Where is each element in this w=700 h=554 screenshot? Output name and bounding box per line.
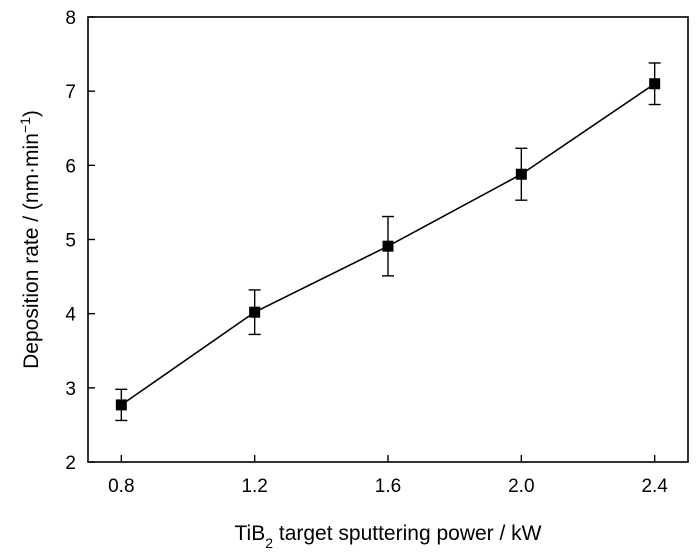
y-tick-label: 4 (65, 305, 76, 326)
y-axis-label-pre: Deposition rate / (nm·min (20, 133, 43, 369)
y-axis-label: Deposition rate / (nm·min−1) (17, 110, 43, 369)
x-tick-label: 1.2 (241, 476, 267, 497)
x-tick-label: 2.0 (508, 476, 534, 497)
y-tick-label: 5 (65, 231, 76, 252)
y-tick-label: 8 (65, 8, 76, 29)
x-tick-label: 0.8 (108, 476, 134, 497)
data-point (382, 240, 394, 252)
x-axis-label: TiB2 target sputtering power / kW (235, 522, 542, 551)
y-tick-label: 6 (65, 156, 76, 177)
data-point (515, 168, 527, 180)
tick-group: 0.8 1.2 1.6 2.0 2.4 2 3 4 5 6 7 8 (65, 8, 668, 497)
x-tick-label: 1.6 (375, 476, 401, 497)
y-axis-label-sup: −1 (17, 117, 33, 133)
data-point (649, 78, 661, 90)
y-tick-label: 2 (65, 453, 76, 474)
y-tick-label: 3 (65, 379, 76, 400)
y-axis-label-post: ) (20, 110, 43, 117)
series-group (115, 62, 661, 422)
x-axis-label-post: target sputtering power / kW (273, 522, 542, 545)
x-tick-label: 2.4 (641, 476, 668, 497)
data-point (115, 399, 127, 411)
y-tick-label: 7 (65, 82, 76, 103)
x-axis-label-sub: 2 (265, 535, 273, 551)
x-axis-label-pre: TiB (235, 522, 266, 545)
data-point (249, 306, 261, 318)
